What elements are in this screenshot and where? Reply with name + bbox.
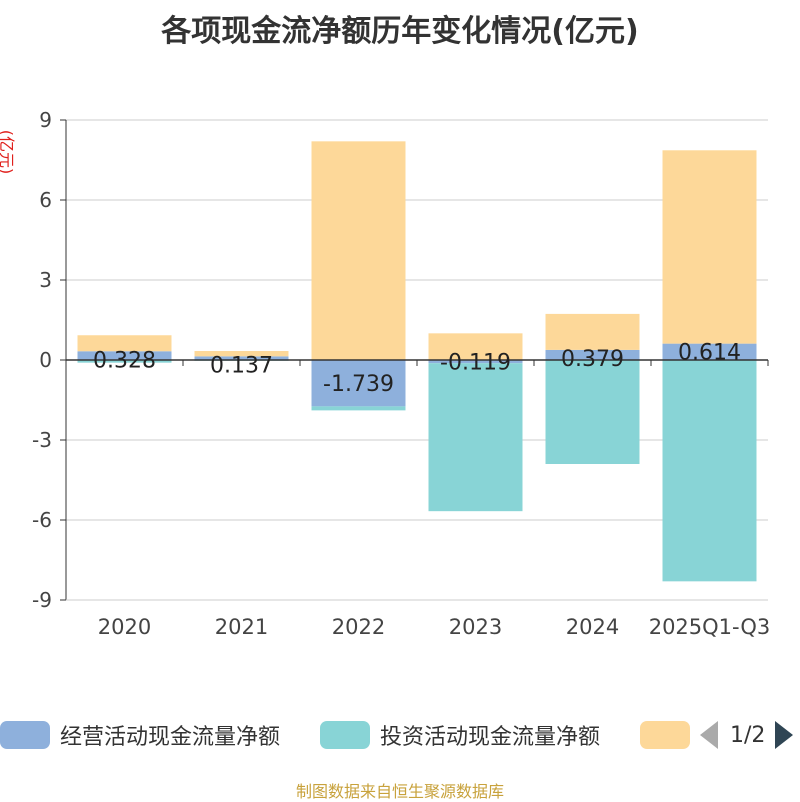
legend-label-investing: 投资活动现金流量净额 <box>380 725 601 750</box>
bar-financing <box>311 141 406 360</box>
data-label-operating: -1.739 <box>323 372 394 397</box>
legend-swatch-investing <box>320 721 370 749</box>
bar-operating <box>428 360 523 364</box>
y-tick-label: -6 <box>32 508 52 532</box>
bar-financing <box>194 351 289 357</box>
data-label-operating: 0.137 <box>210 353 273 378</box>
legend-item-investing[interactable]: 投资活动现金流量净额 <box>320 718 600 752</box>
bar-financing <box>428 333 523 360</box>
y-tick-label: -9 <box>32 588 52 612</box>
y-tick-label: 3 <box>39 268 52 292</box>
legend-item-financing[interactable] <box>640 718 690 752</box>
data-label-operating: 0.614 <box>678 341 741 366</box>
legend-swatch-financing <box>640 721 690 749</box>
data-label-operating: 0.328 <box>93 348 156 373</box>
bar-investing <box>662 360 757 582</box>
bar-investing <box>311 406 406 411</box>
legend-item-operating[interactable]: 经营活动现金流量净额 <box>0 718 280 752</box>
legend-next-page-button[interactable] <box>775 721 794 749</box>
y-tick-label: 0 <box>39 348 52 372</box>
bar-investing <box>545 360 640 464</box>
legend-prev-page-button[interactable] <box>700 721 718 749</box>
bar-financing <box>662 150 757 344</box>
data-label-operating: -0.119 <box>440 351 511 376</box>
bar-financing <box>77 335 172 352</box>
legend-page-indicator: 1/2 <box>730 722 766 748</box>
bar-investing <box>428 363 523 512</box>
data-label-operating: 0.379 <box>561 347 624 372</box>
bar-operating <box>662 343 757 360</box>
data-source-note: 制图数据来自恒生聚源数据库 <box>295 782 504 801</box>
bar-chart: 9 6 3 0 -3 -6 -9 0.328 0.137 -1.739 -0.119 0.379 0.6… <box>32 108 771 639</box>
x-tick-label: 2023 <box>449 615 502 639</box>
legend-pager: 1/2 <box>700 718 794 752</box>
bar-operating <box>77 351 172 360</box>
x-tick-label: 2020 <box>98 615 151 639</box>
y-tick-label: 6 <box>39 188 52 212</box>
x-tick-label: 2025Q1-Q3 <box>649 615 771 639</box>
bar-investing <box>77 360 172 363</box>
legend-swatch-operating <box>0 721 50 749</box>
x-tick-label: 2022 <box>332 615 385 639</box>
bar-financing <box>545 313 640 350</box>
legend: 经营活动现金流量净额 投资活动现金流量净额 <box>0 718 800 752</box>
bar-operating <box>311 360 406 407</box>
y-tick-label: 9 <box>39 108 52 132</box>
bar-operating <box>194 356 289 360</box>
bar-operating <box>545 349 640 360</box>
x-tick-label: 2024 <box>566 615 619 639</box>
y-tick-label: -3 <box>32 428 52 452</box>
x-tick-label: 2021 <box>215 615 268 639</box>
chart-title: 各项现金流净额历年变化情况(亿元) <box>161 14 639 49</box>
legend-label-operating: 经营活动现金流量净额 <box>60 725 281 750</box>
